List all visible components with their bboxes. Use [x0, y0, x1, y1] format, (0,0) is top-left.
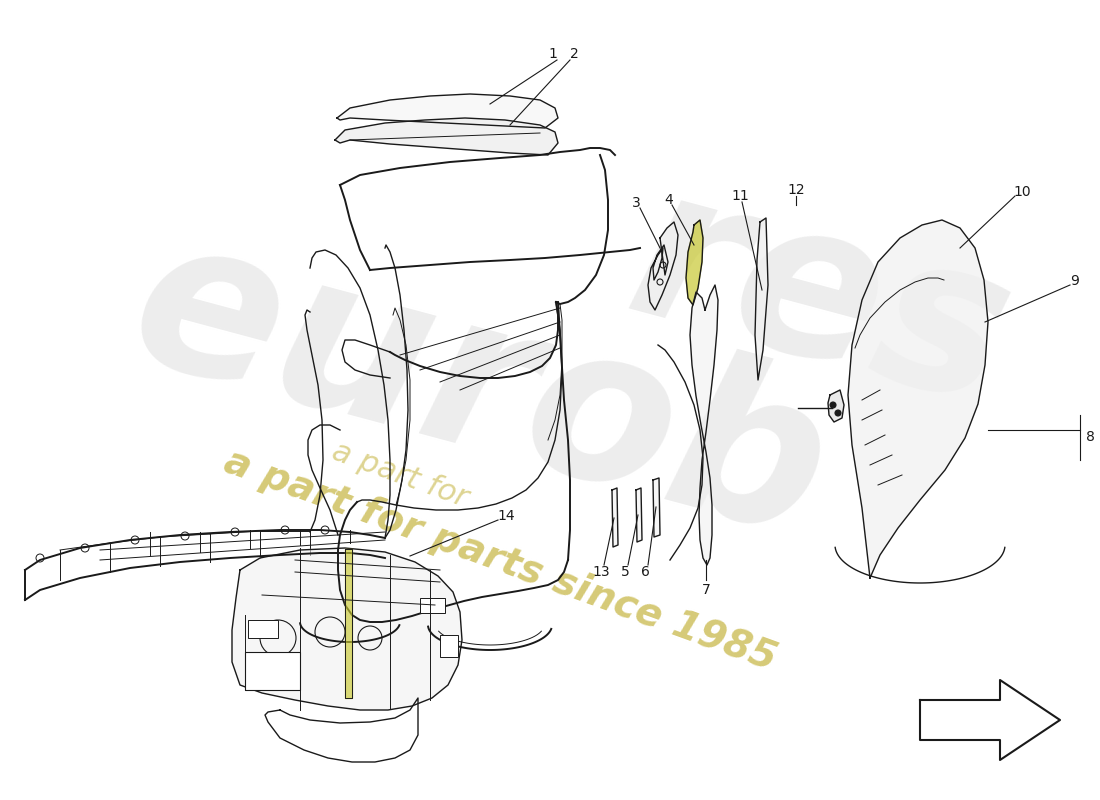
Text: 9: 9	[1070, 274, 1079, 288]
Text: 10: 10	[1013, 185, 1031, 199]
Circle shape	[830, 402, 836, 408]
Polygon shape	[345, 549, 352, 698]
Polygon shape	[612, 488, 618, 547]
Bar	[248, 620, 278, 638]
Circle shape	[835, 410, 842, 416]
Polygon shape	[686, 220, 703, 305]
Polygon shape	[828, 390, 844, 422]
Text: 14: 14	[497, 509, 515, 523]
Polygon shape	[690, 285, 718, 565]
Text: 5: 5	[620, 565, 629, 579]
Polygon shape	[755, 218, 768, 380]
Bar	[245, 652, 300, 690]
Text: a part for parts since 1985: a part for parts since 1985	[219, 442, 781, 678]
Polygon shape	[636, 488, 642, 542]
Text: 13: 13	[592, 565, 609, 579]
Polygon shape	[337, 94, 558, 128]
Polygon shape	[648, 222, 678, 310]
Text: 7: 7	[702, 583, 711, 597]
Polygon shape	[232, 548, 462, 710]
Polygon shape	[920, 680, 1060, 760]
Text: 4: 4	[664, 193, 673, 207]
Text: 12: 12	[788, 183, 805, 197]
Text: a part for: a part for	[328, 437, 472, 513]
Text: res: res	[609, 150, 1031, 450]
Text: 6: 6	[640, 565, 649, 579]
Text: 2: 2	[570, 47, 579, 61]
Text: 11: 11	[732, 189, 749, 203]
Text: 3: 3	[631, 196, 640, 210]
Bar	[440, 635, 458, 657]
Polygon shape	[336, 118, 558, 155]
Polygon shape	[848, 220, 988, 578]
Text: 1: 1	[549, 47, 558, 61]
Text: 8: 8	[1086, 430, 1094, 444]
Text: eurob: eurob	[111, 198, 849, 582]
Polygon shape	[653, 478, 660, 537]
Bar	[420, 598, 446, 613]
